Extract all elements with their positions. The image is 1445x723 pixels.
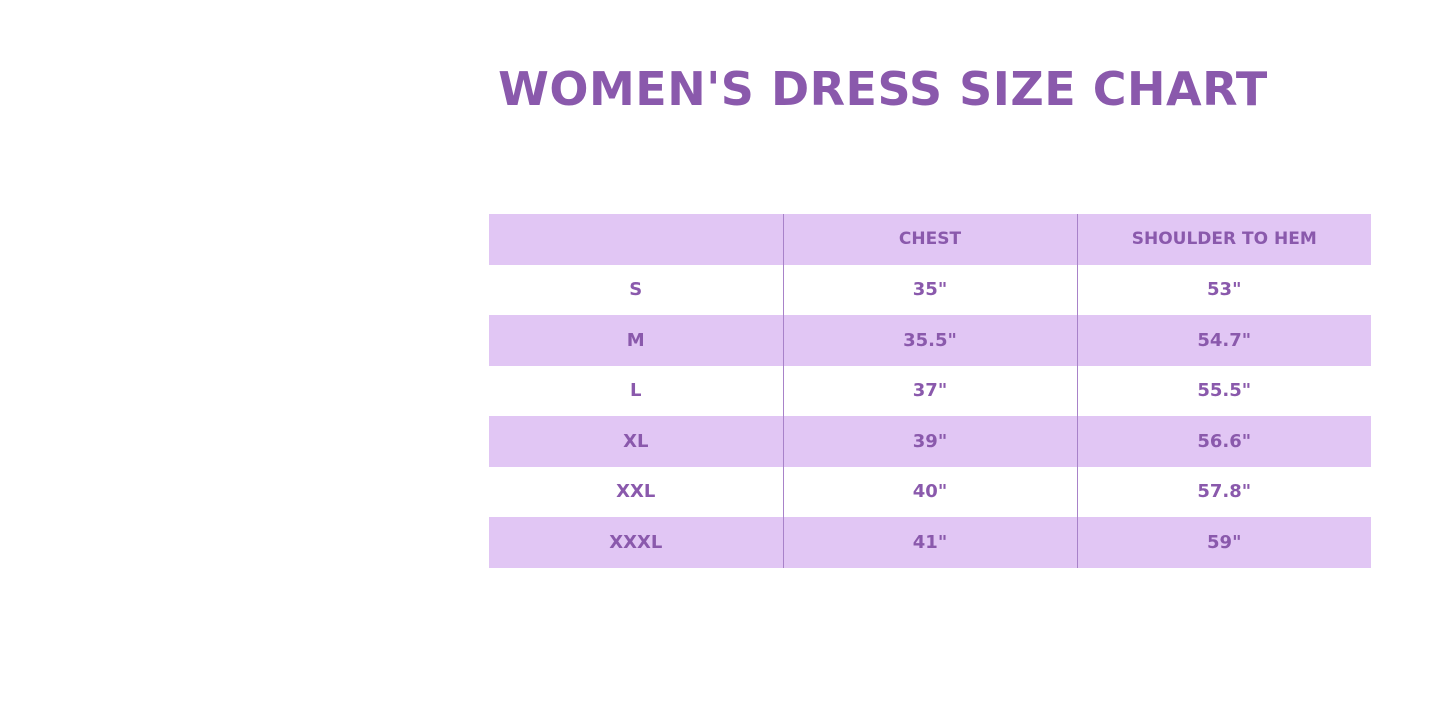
column-header <box>489 214 783 265</box>
table-row: XL 39" 56.6" <box>489 416 1371 467</box>
size-cell: S <box>629 279 643 301</box>
size-chart-table: CHEST SHOULDER TO HEM S 35" 53" M 35.5" 54.7" L 3… <box>489 214 1371 568</box>
measurement-cell: 53" <box>1076 264 1371 315</box>
table-row: XXXL 41" 59" <box>489 517 1371 568</box>
measurement-cell: 56.6" <box>1076 416 1371 467</box>
table-row: S 35" 53" <box>489 264 1371 315</box>
table-row: L 37" 55.5" <box>489 365 1371 416</box>
measurement-cell: 37" <box>782 365 1077 416</box>
measurement-cell: 41" <box>782 517 1077 568</box>
size-cell: XXXL <box>489 517 783 568</box>
page-title: WOMEN'S DRESS SIZE CHART <box>498 62 1268 116</box>
measurement-cell: 35.5" <box>782 315 1077 366</box>
measurement-cell: 59" <box>1076 517 1371 568</box>
table-row: M 35.5" 54.7" <box>489 315 1371 366</box>
size-cell: L <box>630 380 642 402</box>
size-cell: XXL <box>616 481 656 503</box>
measurement-cell: 57.8" <box>1076 466 1371 517</box>
size-cell: XL <box>489 416 783 467</box>
table-row: XXL 40" 57.8" <box>489 466 1371 517</box>
header-row: CHEST SHOULDER TO HEM <box>489 214 1371 265</box>
measurement-cell: 54.7" <box>1076 315 1371 366</box>
measurement-cell: 39" <box>782 416 1077 467</box>
measurement-cell: 40" <box>782 466 1077 517</box>
size-cell: M <box>489 315 783 366</box>
measurement-cell: 35" <box>782 264 1077 315</box>
column-header: CHEST <box>782 214 1077 265</box>
measurement-cell: 55.5" <box>1076 365 1371 416</box>
column-header: SHOULDER TO HEM <box>1076 214 1371 265</box>
